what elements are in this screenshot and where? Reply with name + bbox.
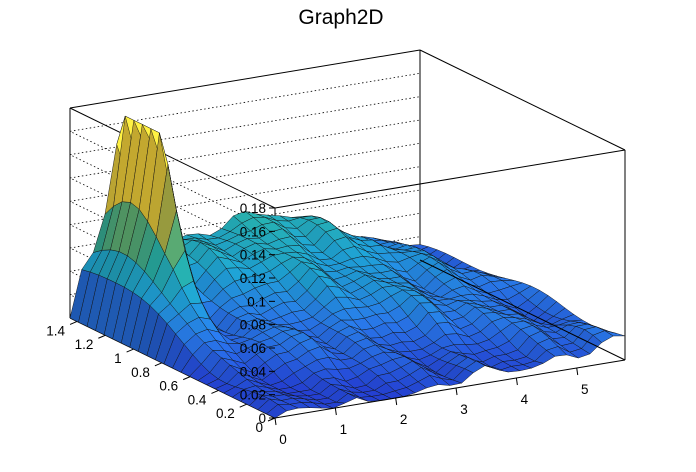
x-tick-mark (334, 407, 337, 416)
frame-edge (419, 259, 626, 361)
frame-edge (419, 49, 626, 151)
z-tick-label: 0.18 (240, 201, 266, 216)
x-tick-label: 0 (279, 432, 287, 447)
y-tick-label: 1.4 (46, 323, 65, 338)
x-axis-line (274, 359, 626, 419)
z-tick-label: 0 (258, 411, 266, 426)
frame-edge (69, 49, 421, 109)
frame-edge (69, 107, 276, 209)
z-tick-label: 0.1 (247, 294, 266, 309)
z-tick-label: 0.06 (240, 341, 266, 356)
gridline-back-wall (69, 166, 421, 226)
x-tick-mark (515, 377, 518, 386)
y-tick-label: 1.2 (75, 337, 94, 352)
front-frame (274, 49, 626, 419)
y-tick-label: 0.2 (216, 406, 235, 421)
chart-title: Graph2D (298, 6, 383, 29)
y-tick-label: 0.8 (131, 365, 150, 380)
x-tick-label: 5 (581, 382, 589, 397)
x-tick-label: 2 (400, 412, 408, 427)
y-tick-mark (98, 334, 106, 339)
x-tick-label: 3 (460, 402, 468, 417)
y-tick-mark (69, 320, 78, 325)
x-tick-mark (576, 367, 579, 376)
gridline-back-wall (69, 72, 421, 132)
gridline-back-wall (69, 96, 421, 156)
y-tick-mark (182, 376, 191, 381)
y-tick-mark (154, 362, 163, 367)
z-tick-label: 0.16 (240, 224, 266, 239)
x-tick-label: 1 (340, 422, 348, 437)
y-tick-mark (267, 417, 276, 422)
y-tick-label: 0 (255, 420, 263, 435)
z-tick-label: 0.02 (240, 388, 266, 403)
z-tick-label: 0.04 (240, 364, 267, 379)
y-tick-mark (211, 389, 219, 394)
gridline-back-wall (69, 142, 421, 202)
z-tick-label: 0.12 (240, 271, 266, 286)
x-tick-mark (395, 397, 398, 406)
z-tick-label: 0.14 (240, 248, 267, 263)
x-tick-mark (455, 387, 458, 396)
frame-edge (274, 149, 626, 209)
x-tick-mark (274, 417, 277, 426)
y-tick-label: 1 (114, 351, 122, 366)
y-tick-mark (239, 403, 247, 408)
surface-cell (604, 330, 626, 337)
x-tick-label: 4 (521, 392, 529, 407)
axis-ticks: 0 0.02 0.04 0.06 0.08 0.1 0.12 0.14 0.16 0.18 0 0.2… (46, 201, 588, 447)
surface-mesh (69, 115, 626, 419)
y-tick-mark (126, 348, 134, 353)
y-tick-label: 0.6 (159, 379, 178, 394)
y-tick-label: 0.4 (188, 392, 207, 407)
z-tick-label: 0.08 (240, 318, 266, 333)
gridline-back-wall (69, 119, 421, 179)
